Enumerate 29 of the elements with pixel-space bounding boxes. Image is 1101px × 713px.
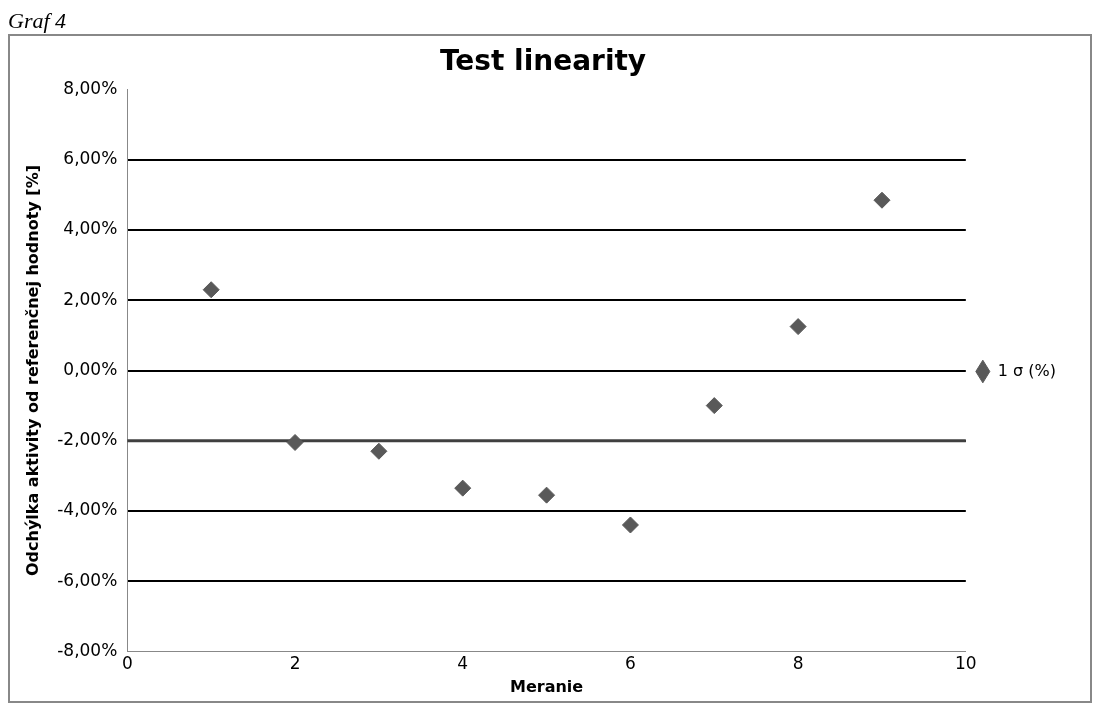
point	[873, 191, 891, 209]
x-tick-label: 4	[457, 653, 469, 674]
legend-label: 1 σ (%)	[997, 360, 1057, 380]
point	[538, 486, 556, 504]
x-tick-label: 8	[792, 653, 804, 674]
text: Graf 4	[8, 8, 68, 34]
x-tick-label: 2	[289, 653, 301, 674]
point	[621, 516, 639, 534]
y-tick-label: 0,00%	[63, 358, 118, 379]
point	[705, 397, 723, 415]
point	[454, 479, 472, 497]
x-tick-label: 0	[121, 653, 133, 674]
x-tick-label: 10	[955, 653, 977, 674]
y-tick-label: 4,00%	[63, 218, 118, 239]
y-tick-label: -4,00%	[57, 499, 118, 520]
point	[286, 433, 304, 451]
chart-title: Test linearity	[439, 44, 647, 78]
x-axis-title: Meranie	[509, 676, 584, 696]
y-tick-label: 2,00%	[63, 288, 118, 309]
y-tick-label: 8,00%	[63, 78, 118, 99]
y-tick-label: -8,00%	[57, 639, 118, 660]
point	[202, 281, 220, 299]
y-tick-label: -6,00%	[57, 569, 118, 590]
y-tick-label: -2,00%	[57, 429, 118, 450]
x-tick-label: 6	[625, 653, 636, 674]
point	[789, 318, 807, 336]
point	[370, 442, 388, 460]
y-axis-title: Odchýlka aktivity od referenčnej hodnoty [%]	[22, 165, 42, 576]
y-tick-label: 6,00%	[63, 148, 118, 169]
